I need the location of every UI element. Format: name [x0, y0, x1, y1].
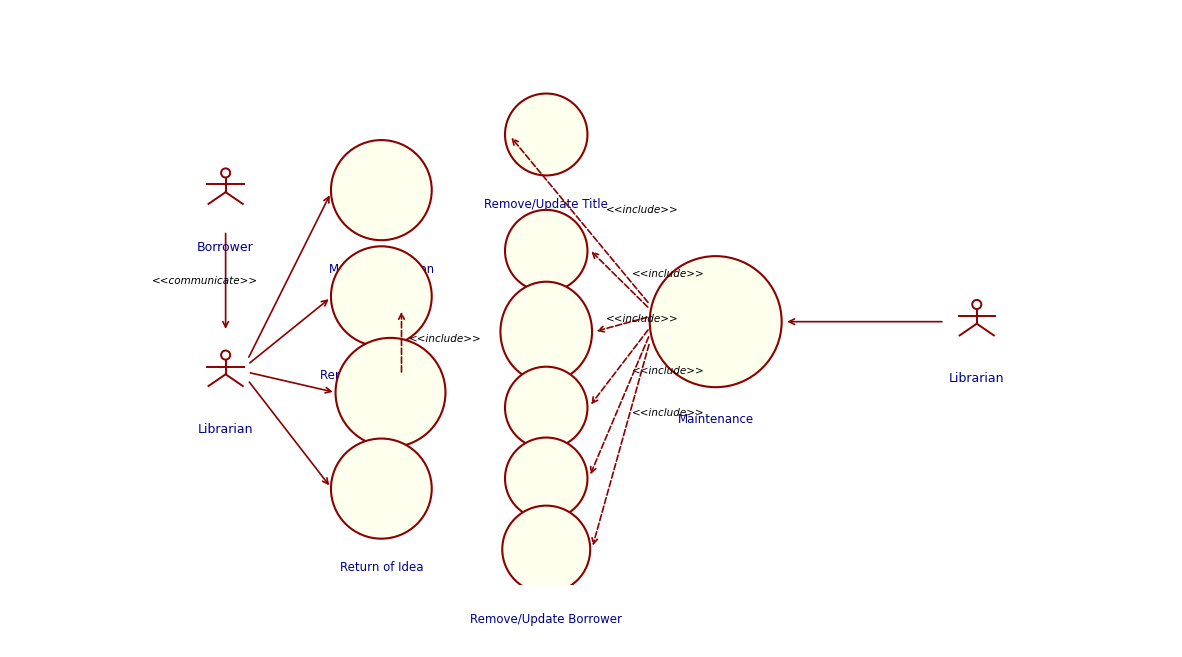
Text: Remove/Update Borrower: Remove/Update Borrower — [470, 613, 622, 626]
Ellipse shape — [502, 506, 590, 593]
Text: Librarian: Librarian — [949, 373, 1005, 385]
Text: Maintenance: Maintenance — [677, 413, 754, 426]
Text: <<include>>: <<include>> — [409, 334, 481, 344]
Text: Remove/Update Title: Remove/Update Title — [485, 198, 609, 211]
Ellipse shape — [505, 93, 587, 175]
Text: Lend Item: Lend Item — [361, 474, 420, 487]
Text: <<include>>: <<include>> — [605, 313, 678, 324]
Ellipse shape — [650, 256, 781, 387]
Ellipse shape — [505, 367, 587, 449]
Text: <<communicate>>: <<communicate>> — [152, 276, 259, 286]
Text: <<include>>: <<include>> — [631, 408, 704, 418]
Text: Add Title: Add Title — [520, 315, 572, 328]
Text: Borrower: Borrower — [197, 240, 254, 254]
Ellipse shape — [331, 140, 431, 240]
Ellipse shape — [505, 210, 587, 292]
Text: <<include>>: <<include>> — [605, 206, 678, 215]
Text: <<include>>: <<include>> — [631, 269, 704, 279]
Text: Remove Reservation: Remove Reservation — [320, 369, 442, 382]
Text: Return of Idea: Return of Idea — [339, 562, 423, 574]
Text: <<include>>: <<include>> — [631, 366, 704, 376]
Text: Remove Item: Remove Item — [507, 405, 585, 418]
Text: Add Borrower: Add Borrower — [506, 542, 586, 555]
Ellipse shape — [331, 439, 431, 539]
Ellipse shape — [331, 246, 431, 346]
Text: Librarian: Librarian — [197, 423, 253, 436]
Text: Make Reservation: Make Reservation — [329, 263, 434, 276]
Ellipse shape — [500, 282, 592, 382]
Text: Add Item: Add Item — [520, 471, 573, 484]
Ellipse shape — [336, 338, 446, 447]
Ellipse shape — [505, 438, 587, 520]
